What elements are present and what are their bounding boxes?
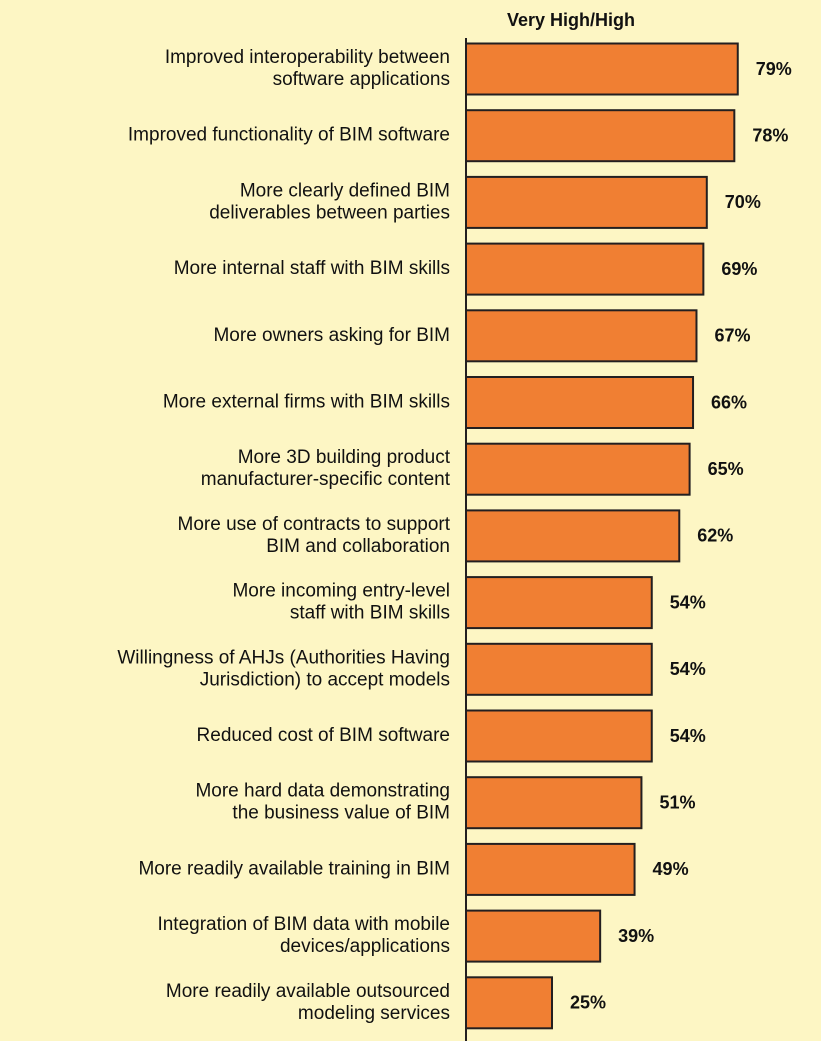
value-label: 69%	[721, 259, 757, 279]
category-label: Integration of BIM data with mobile devic…	[157, 914, 450, 957]
value-label: 62%	[697, 526, 733, 546]
value-label: 54%	[670, 592, 706, 612]
category-label: More readily available outsourced modelin…	[166, 981, 450, 1024]
bar	[465, 576, 653, 630]
value-label: 78%	[752, 125, 788, 145]
bar	[465, 109, 736, 163]
value-label: 49%	[653, 859, 689, 879]
category-label: More hard data demonstrating the business…	[195, 781, 450, 824]
bar	[465, 376, 695, 429]
category-label: More readily available training in BIM	[138, 858, 450, 879]
bar	[465, 175, 708, 229]
value-label: 54%	[670, 726, 706, 746]
bar	[465, 776, 643, 830]
category-label: More owners asking for BIM	[213, 325, 450, 346]
value-label: 66%	[711, 392, 747, 412]
bar	[465, 442, 691, 496]
bar	[465, 509, 681, 563]
bar	[465, 709, 653, 763]
bar	[465, 242, 705, 296]
value-label: 65%	[708, 459, 744, 479]
value-label: 67%	[714, 326, 750, 346]
category-label: Reduced cost of BIM software	[197, 725, 450, 746]
category-label: More external firms with BIM skills	[163, 392, 450, 413]
bar	[465, 42, 739, 96]
bar	[465, 842, 636, 896]
bar	[465, 976, 553, 1030]
chart-title: Very High/High	[507, 10, 635, 30]
category-label: Willingness of AHJs (Authorities Having J…	[117, 647, 450, 690]
value-label: 51%	[659, 792, 695, 812]
category-label: More internal staff with BIM skills	[174, 258, 450, 279]
category-label: More incoming entry-level staff with BIM …	[232, 581, 450, 624]
bar	[465, 642, 653, 696]
bar	[465, 309, 698, 363]
value-label: 25%	[570, 993, 606, 1013]
category-label: More 3D building product manufacturer-spe…	[201, 447, 451, 490]
value-label: 79%	[756, 59, 792, 79]
category-label: Improved functionality of BIM software	[128, 125, 450, 146]
value-label: 39%	[618, 926, 654, 946]
category-label: More use of contracts to support BIM and …	[178, 514, 451, 557]
value-label: 54%	[670, 659, 706, 679]
value-label: 70%	[725, 192, 761, 212]
category-label: Improved interoperability between softwar…	[165, 47, 450, 90]
bar	[465, 909, 602, 963]
category-label: More clearly defined BIM deliverables bet…	[209, 180, 450, 223]
